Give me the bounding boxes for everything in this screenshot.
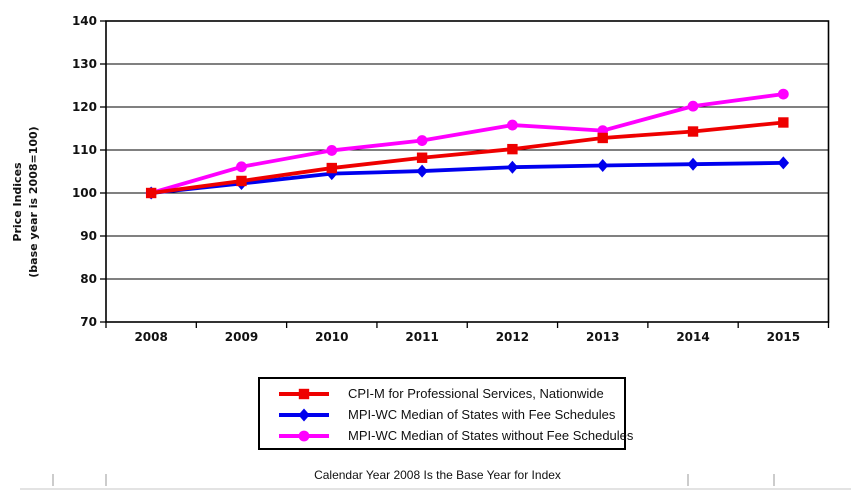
circle-marker-icon: [326, 145, 338, 156]
y-tick-label: 100: [72, 186, 97, 200]
diamond-marker-icon: [298, 408, 310, 421]
legend-item-mpi-wc-without-fs: MPI-WC Median of States without Fee Sche…: [260, 425, 633, 446]
square-marker-icon: [298, 388, 310, 399]
y-tick-label: 120: [72, 100, 97, 114]
square-marker-icon: [145, 187, 157, 199]
legend-item-cpi-m: CPI-M for Professional Services, Nationw…: [260, 383, 624, 404]
square-marker-icon: [687, 126, 699, 137]
faint-tick: [105, 474, 107, 486]
diamond-marker-icon: [687, 157, 699, 171]
y-tick-label: 90: [80, 229, 97, 243]
diamond-marker-icon: [597, 158, 609, 172]
y-tick-label: 70: [80, 315, 97, 329]
x-tick-label: 2014: [676, 330, 709, 344]
legend-box: CPI-M for Professional Services, Nationw…: [258, 377, 633, 450]
diamond-marker-icon: [279, 408, 329, 421]
diamond-marker-icon: [777, 156, 790, 170]
circle-marker-icon: [236, 161, 247, 173]
y-tick-label: 110: [72, 143, 97, 157]
faint-tick: [52, 474, 54, 486]
circle-marker-icon: [687, 100, 699, 112]
square-marker-icon: [597, 132, 608, 144]
plot-border: [105, 20, 830, 323]
y-axis-title-line1: Price Indices: [11, 162, 25, 242]
circle-marker-icon: [507, 119, 518, 131]
legend-label: CPI-M for Professional Services, Nationw…: [348, 386, 604, 401]
y-tick-label: 140: [72, 14, 97, 28]
circle-marker-icon: [298, 430, 310, 441]
x-tick-label: 2012: [496, 330, 529, 344]
square-marker-icon: [279, 388, 329, 399]
y-tick-label: 80: [80, 272, 97, 286]
legend-label: MPI-WC Median of States with Fee Schedul…: [348, 407, 616, 422]
circle-marker-icon: [777, 88, 789, 100]
caption: Calendar Year 2008 Is the Base Year for …: [314, 468, 561, 482]
series-line-cpi-m: [149, 120, 786, 195]
square-marker-icon: [326, 162, 337, 174]
x-tick-label: 2009: [225, 330, 258, 344]
square-marker-icon: [236, 175, 247, 187]
circle-marker-icon: [279, 430, 329, 441]
x-tick-label: 2008: [134, 330, 167, 344]
plot-area: 70 80 90 100 110 120 130 140 2008 2009 2010 2011 201…: [72, 14, 830, 344]
diamond-marker-icon: [506, 160, 519, 174]
square-marker-icon: [416, 152, 428, 163]
y-tick-label: 130: [72, 57, 97, 71]
circle-marker-icon: [416, 135, 428, 146]
diamond-marker-icon: [416, 164, 428, 178]
faint-tick: [773, 474, 775, 486]
series-line-mpi-wc-without-fs: [149, 92, 786, 195]
square-marker-icon: [507, 143, 518, 155]
series-line-mpi-wc-with-fs: [149, 160, 786, 195]
x-tick-label: 2013: [586, 330, 619, 344]
legend-item-mpi-wc-with-fs: MPI-WC Median of States with Fee Schedul…: [260, 404, 624, 425]
legend-label: MPI-WC Median of States without Fee Sche…: [348, 428, 634, 443]
faint-baseline: [20, 488, 851, 490]
y-axis-title: Price Indices (base year is 2008=100): [10, 126, 42, 277]
x-tick-label: 2015: [767, 330, 800, 344]
x-tick-label: 2010: [315, 330, 348, 344]
faint-tick: [687, 474, 689, 486]
x-tick-label: 2011: [405, 330, 438, 344]
square-marker-icon: [778, 117, 789, 128]
y-axis-title-line2: (base year is 2008=100): [27, 126, 40, 278]
